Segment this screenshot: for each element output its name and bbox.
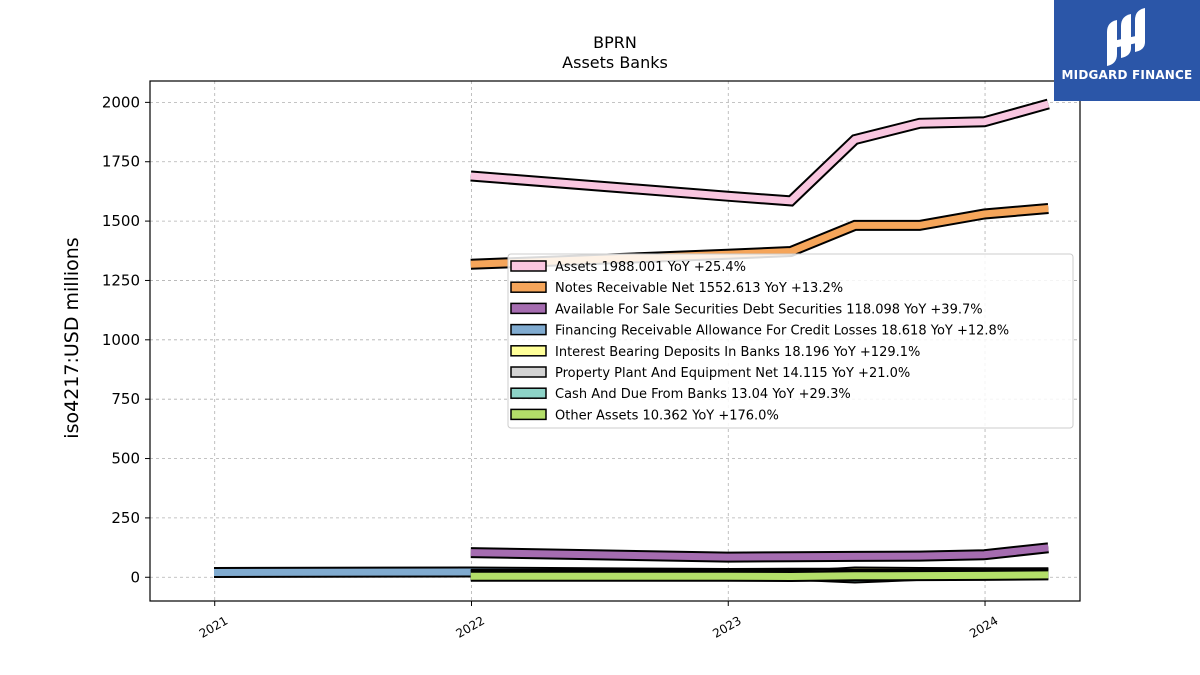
y-tick-label: 750 [111,390,140,408]
logo-text: MIDGARD FINANCE [1061,68,1193,82]
legend-entry: Cash And Due From Banks 13.04 YoY +29.3% [555,387,851,402]
series-2 [470,542,1049,563]
y-tick-label: 0 [130,568,140,586]
legend-entry: Property Plant And Equipment Net 14.115 … [555,366,910,381]
legend-entry: Available For Sale Securities Debt Secur… [555,302,983,317]
legend-swatch [510,387,547,399]
logo-mark-icon [1107,8,1145,66]
axes: 0 250 500 750 1000 1250 1500 1750 2000 2021 2022 20… [102,93,1001,641]
y-tick-label: 1000 [102,331,140,349]
x-tick-label: 2022 [454,613,487,640]
series-outline [470,98,1050,207]
brand-logo: MIDGARD FINANCE [1054,0,1200,101]
y-tick-label: 500 [111,450,140,468]
series-line [470,571,1049,581]
x-tick-label: 2024 [967,613,1000,640]
legend-entry: Interest Bearing Deposits In Banks 18.19… [555,345,920,360]
legend-box [507,253,1074,429]
plot-frame [149,80,1081,602]
chart-title: BPRN [593,33,637,52]
y-tick-label: 1750 [102,153,140,171]
series-group [213,98,1050,584]
x-tick-label: 2021 [197,613,230,640]
legend-swatch [510,366,547,378]
series-0 [470,98,1050,207]
series-line [470,100,1050,205]
legend-swatch [510,260,547,272]
legend-entry: Financing Receivable Allowance For Credi… [555,324,1009,339]
y-tick-label: 2000 [102,93,140,111]
legend-entry: Other Assets 10.362 YoY +176.0% [555,408,779,423]
legend-swatch [510,281,547,293]
y-axis-label: iso4217:USD millions [61,237,83,438]
y-tick-label: 1500 [102,212,140,230]
legend-swatch [510,302,547,315]
x-tick-label: 2023 [710,613,743,640]
legend-entry: Assets 1988.001 YoY +25.4% [555,260,746,275]
series-line [470,544,1049,561]
legend-entry: Notes Receivable Net 1552.613 YoY +13.2% [555,281,843,296]
series-7 [470,569,1049,583]
legend: Assets 1988.001 YoY +25.4% Notes Receivab… [507,253,1074,429]
y-tick-label: 250 [111,509,140,527]
y-tick-label: 1250 [102,271,140,289]
legend-swatch [510,345,547,357]
legend-swatch [510,408,547,421]
chart-subtitle: Assets Banks [562,53,668,72]
legend-swatch [510,323,547,336]
